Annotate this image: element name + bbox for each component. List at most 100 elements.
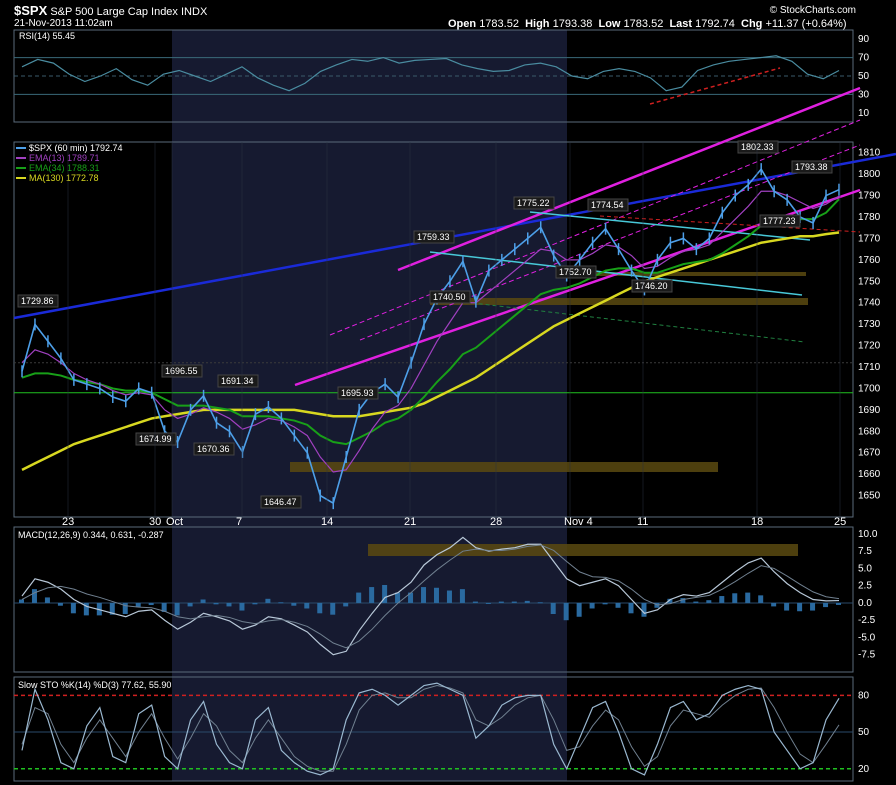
price-annotation-box	[759, 214, 801, 228]
x-tick-label: 28	[490, 516, 502, 528]
macd-histogram-bar	[148, 602, 154, 606]
price-annotation: 1793.38	[795, 162, 828, 172]
x-tick-label: Oct	[166, 516, 183, 528]
ohlc-bar: Open 1783.52 High 1793.38 Low 1783.52 La…	[448, 18, 847, 30]
macd-histogram-bar	[537, 602, 543, 604]
channel-top	[397, 86, 861, 272]
macd-histogram-bar	[265, 598, 271, 603]
macd-histogram-bar	[83, 602, 89, 616]
price-annotation: 1696.55	[165, 366, 198, 376]
price-annotation-box	[587, 198, 629, 212]
brand: © StockCharts.com	[769, 5, 856, 16]
macd-histogram-bar	[304, 602, 310, 609]
rsi-tick-label: 70	[858, 53, 870, 64]
macd-histogram-bar	[109, 602, 115, 615]
channel-mid-upper	[329, 119, 861, 336]
price-annotation-box	[17, 294, 59, 308]
price-tick-label: 1740	[858, 298, 881, 309]
sto-k-line	[21, 682, 840, 776]
ma130-line	[21, 231, 840, 471]
sto-title: Slow STO %K(14) %D(3) 77.62, 55.90	[18, 680, 171, 690]
rsi-tick-label: 10	[858, 108, 870, 119]
price-annotation-box	[429, 290, 471, 304]
rsi-tick-label: 50	[858, 71, 870, 82]
macd-histogram-bar	[524, 600, 530, 603]
open-label: Open	[448, 18, 477, 30]
timestamp: 21-Nov-2013 11:02am	[14, 18, 113, 29]
index-name: S&P 500 Large Cap Index	[50, 6, 178, 18]
cyan-downtrend-2	[529, 211, 811, 241]
channel-mid-lower	[359, 144, 861, 341]
macd-histogram-bar	[135, 602, 141, 608]
macd-histogram-bar	[459, 589, 465, 603]
red-dashed-line	[599, 215, 861, 233]
x-tick-label: 7	[236, 516, 242, 528]
macd-histogram-bar	[200, 599, 206, 603]
price-annotation-box	[513, 196, 555, 210]
low-label: Low	[598, 18, 621, 30]
macd-histogram-bar	[706, 600, 712, 603]
macd-histogram-bar	[356, 592, 362, 603]
macd-histogram-bar	[680, 598, 686, 603]
macd-histogram-bar	[408, 592, 414, 603]
chart-title: $SPX S&P 500 Large Cap Index INDX	[14, 3, 207, 18]
macd-histogram-bar	[252, 602, 258, 605]
macd-histogram-bar	[576, 602, 582, 617]
price-annotation-box	[631, 279, 673, 293]
macd-histogram-bar	[771, 602, 777, 607]
price-annotation: 1752.70	[559, 267, 592, 277]
macd-histogram-bar	[278, 602, 284, 604]
price-tick-label: 1790	[858, 191, 881, 202]
high-label: High	[525, 18, 550, 30]
macd-tick-label: 0.0	[858, 598, 872, 609]
price-annotation: 1740.50	[433, 292, 466, 302]
macd-histogram-bar	[810, 602, 816, 611]
macd-histogram-bar	[382, 585, 388, 603]
macd-tick-label: -7.5	[858, 650, 876, 661]
sto-tick-label: 80	[858, 690, 870, 701]
macd-histogram-bar	[44, 597, 50, 603]
ema34-line	[21, 198, 840, 446]
rsi-title: RSI(14) 55.45	[19, 31, 75, 41]
exchange: INDX	[181, 6, 208, 18]
rsi-tick-label: 30	[858, 89, 870, 100]
macd-histogram-bar	[615, 602, 621, 608]
price-panel-frame	[13, 141, 854, 518]
price-tick-label: 1680	[858, 426, 881, 437]
legend-entry: EMA(13) 1789.71	[29, 153, 100, 163]
legend-entry: MA(130) 1772.78	[29, 173, 99, 183]
macd-signal-line	[21, 544, 840, 649]
last-value: 1792.74	[695, 18, 735, 30]
blue-trendline	[13, 152, 896, 320]
price-tick-label: 1650	[858, 491, 881, 502]
price-annotation: 1775.22	[517, 198, 550, 208]
price-tick-label: 1720	[858, 341, 881, 352]
price-annotation: 1774.54	[591, 200, 624, 210]
price-tick-label: 1770	[858, 233, 881, 244]
ema13-line	[21, 190, 840, 473]
macd-tick-label: 2.5	[858, 581, 872, 592]
macd-histogram-bar	[19, 599, 24, 603]
macd-histogram-bar	[719, 596, 725, 603]
chg-label: Chg	[741, 18, 763, 30]
rsi-line	[21, 55, 840, 92]
macd-tick-label: 5.0	[858, 563, 872, 574]
macd-histogram-bar	[745, 592, 751, 603]
october-shade	[172, 30, 567, 781]
macd-line	[21, 536, 840, 656]
macd-histogram-bar	[732, 593, 738, 603]
macd-histogram-bar	[667, 598, 673, 603]
macd-tick-label: 10.0	[858, 529, 878, 540]
symbol: $SPX	[14, 3, 48, 18]
macd-histogram-bar	[797, 602, 803, 612]
price-annotation: 1646.47	[264, 497, 297, 507]
macd-histogram-bar	[330, 602, 336, 615]
macd-histogram-bar	[174, 602, 180, 616]
legend-entry: $SPX (60 min) 1792.74	[29, 143, 123, 153]
x-tick-label: 23	[62, 516, 74, 528]
open-value: 1783.52	[479, 18, 519, 30]
x-tick-label: 14	[321, 516, 333, 528]
macd-histogram-bar	[57, 602, 63, 606]
price-annotation: 1695.93	[341, 388, 374, 398]
